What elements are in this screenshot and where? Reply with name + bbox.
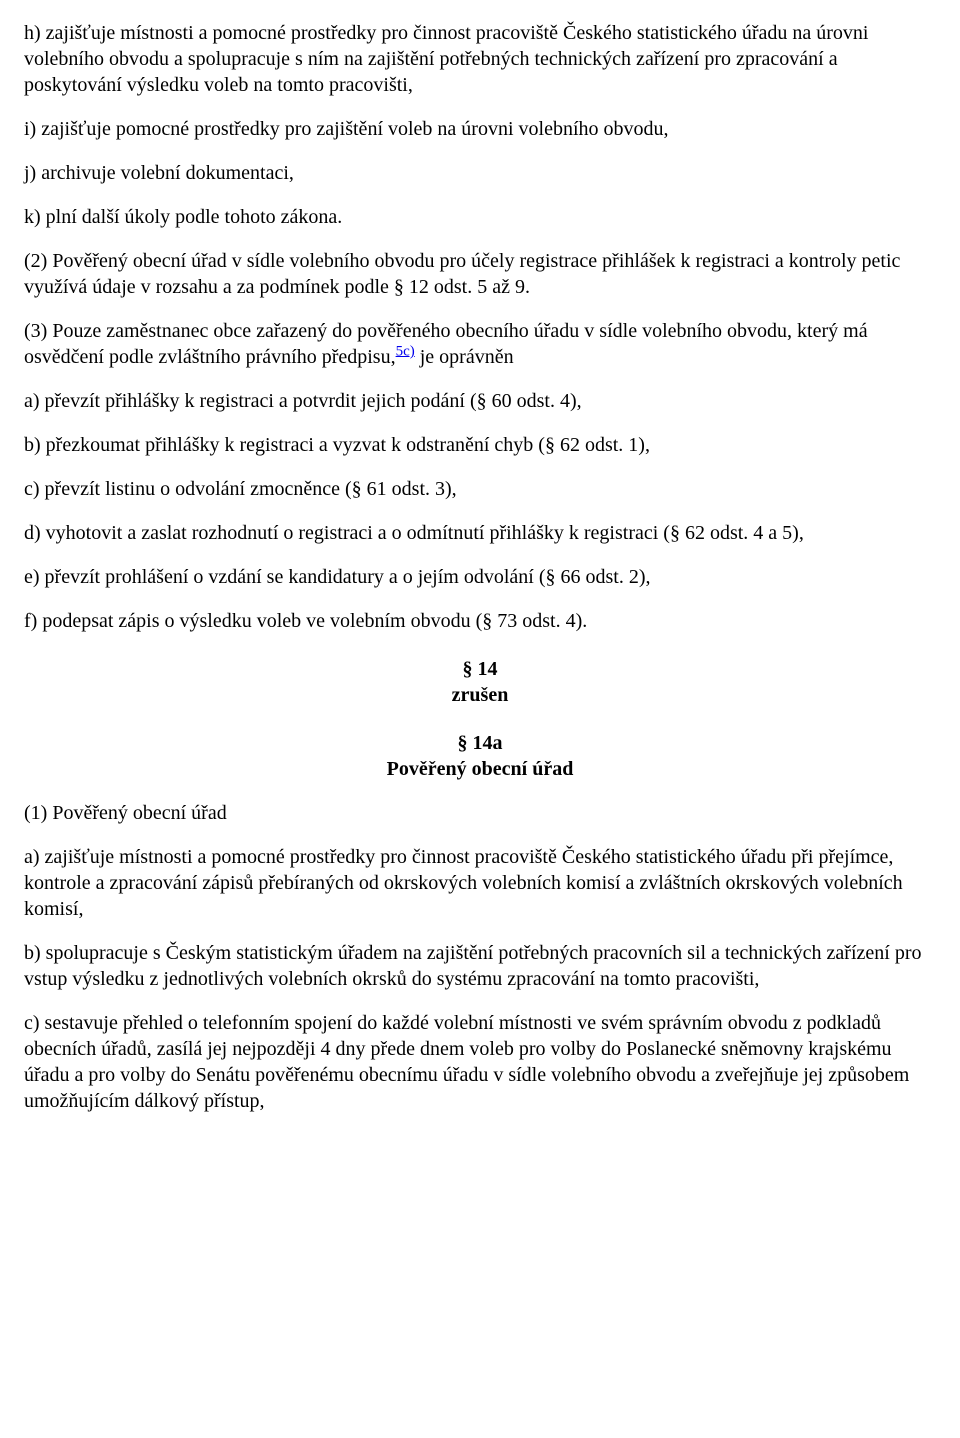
section-14a-item-a: a) zajišťuje místnosti a pomocné prostře… — [24, 844, 936, 922]
section-14-status: zrušen — [24, 682, 936, 708]
item-h: h) zajišťuje místnosti a pomocné prostře… — [24, 20, 936, 98]
section-14-number: § 14 — [24, 656, 936, 682]
item-a: a) převzít přihlášky k registraci a potv… — [24, 388, 936, 414]
item-e: e) převzít prohlášení o vzdání se kandid… — [24, 564, 936, 590]
item-f: f) podepsat zápis o výsledku voleb ve vo… — [24, 608, 936, 634]
item-k: k) plní další úkoly podle tohoto zákona. — [24, 204, 936, 230]
section-14a-item-b: b) spolupracuje s Českým statistickým úř… — [24, 940, 936, 992]
paragraph-3-text-after: je oprávněn — [415, 346, 514, 368]
section-14a-number: § 14a — [24, 730, 936, 756]
paragraph-2: (2) Pověřený obecní úřad v sídle volební… — [24, 248, 936, 300]
section-14a-p1-intro: (1) Pověřený obecní úřad — [24, 800, 936, 826]
section-14a-item-c: c) sestavuje přehled o telefonním spojen… — [24, 1010, 936, 1114]
section-14a-title: Pověřený obecní úřad — [24, 756, 936, 782]
item-i: i) zajišťuje pomocné prostředky pro zaji… — [24, 116, 936, 142]
item-c: c) převzít listinu o odvolání zmocněnce … — [24, 476, 936, 502]
paragraph-3: (3) Pouze zaměstnanec obce zařazený do p… — [24, 318, 936, 370]
item-b: b) přezkoumat přihlášky k registraci a v… — [24, 432, 936, 458]
footnote-5c-link[interactable]: 5c) — [396, 343, 415, 359]
item-d: d) vyhotovit a zaslat rozhodnutí o regis… — [24, 520, 936, 546]
item-j: j) archivuje volební dokumentaci, — [24, 160, 936, 186]
